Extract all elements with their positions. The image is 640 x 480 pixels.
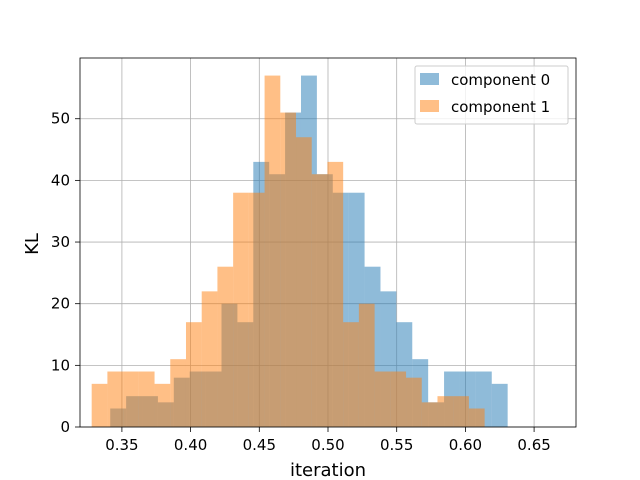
histogram-bar-component-1 bbox=[154, 383, 171, 427]
y-axis-label: KL bbox=[22, 233, 43, 255]
histogram-bar-component-0 bbox=[491, 383, 508, 427]
histogram-bar-component-1 bbox=[453, 396, 469, 427]
y-tick-label: 10 bbox=[51, 356, 70, 374]
histogram-bar-component-1 bbox=[343, 322, 359, 427]
series-component-1-bars bbox=[91, 75, 485, 428]
legend-label-component-0: component 0 bbox=[451, 71, 550, 89]
histogram-bar-component-1 bbox=[185, 322, 202, 427]
y-tick-label: 30 bbox=[51, 233, 70, 251]
histogram-bar-component-1 bbox=[91, 383, 108, 427]
histogram-bar-component-1 bbox=[374, 371, 391, 427]
x-tick-label: 0.60 bbox=[449, 436, 482, 454]
histogram-bar-component-1 bbox=[123, 371, 139, 427]
histogram-bar-component-1 bbox=[233, 192, 249, 427]
y-tick-label: 20 bbox=[51, 295, 70, 313]
histogram-bar-component-1 bbox=[311, 174, 328, 427]
histogram-bar-component-1 bbox=[248, 192, 265, 427]
histogram-bar-component-1 bbox=[201, 291, 218, 427]
x-tick-label: 0.50 bbox=[311, 436, 344, 454]
x-tick-label: 0.45 bbox=[243, 436, 276, 454]
histogram-bar-component-1 bbox=[421, 402, 438, 427]
histogram-bar-component-1 bbox=[280, 112, 297, 428]
legend-label-component-1: component 1 bbox=[451, 98, 550, 116]
x-tick-label: 0.35 bbox=[105, 436, 138, 454]
x-axis-label: iteration bbox=[290, 460, 366, 480]
histogram-bar-component-1 bbox=[406, 377, 422, 427]
legend: component 0 component 1 bbox=[414, 65, 569, 125]
histogram-bar-component-1 bbox=[107, 371, 124, 427]
x-tick-label: 0.65 bbox=[517, 436, 550, 454]
histogram-bar-component-1 bbox=[264, 75, 281, 428]
histogram-bar-component-1 bbox=[358, 303, 375, 427]
y-tick-label: 0 bbox=[60, 418, 70, 436]
y-axis-ticks: 0 10 20 30 40 50 bbox=[51, 110, 80, 436]
legend-box bbox=[414, 65, 569, 125]
histogram-bar-component-1 bbox=[138, 371, 155, 427]
histogram-bar-component-1 bbox=[170, 359, 186, 427]
y-tick-label: 50 bbox=[51, 110, 70, 128]
legend-swatch-component-0 bbox=[420, 73, 439, 85]
histogram-bar-component-1 bbox=[437, 396, 454, 427]
histogram-bar-component-1 bbox=[390, 371, 407, 427]
histogram-bar-component-1 bbox=[327, 161, 344, 428]
histogram-bar-component-1 bbox=[296, 137, 312, 427]
legend-swatch-component-1 bbox=[420, 100, 439, 112]
x-tick-label: 0.40 bbox=[174, 436, 207, 454]
y-tick-label: 40 bbox=[51, 171, 70, 189]
histogram-bar-component-1 bbox=[468, 408, 485, 427]
x-axis-ticks: 0.35 0.40 0.45 0.50 0.55 0.60 0.65 bbox=[105, 427, 551, 454]
x-tick-label: 0.55 bbox=[380, 436, 413, 454]
histogram-bar-component-1 bbox=[217, 266, 234, 427]
